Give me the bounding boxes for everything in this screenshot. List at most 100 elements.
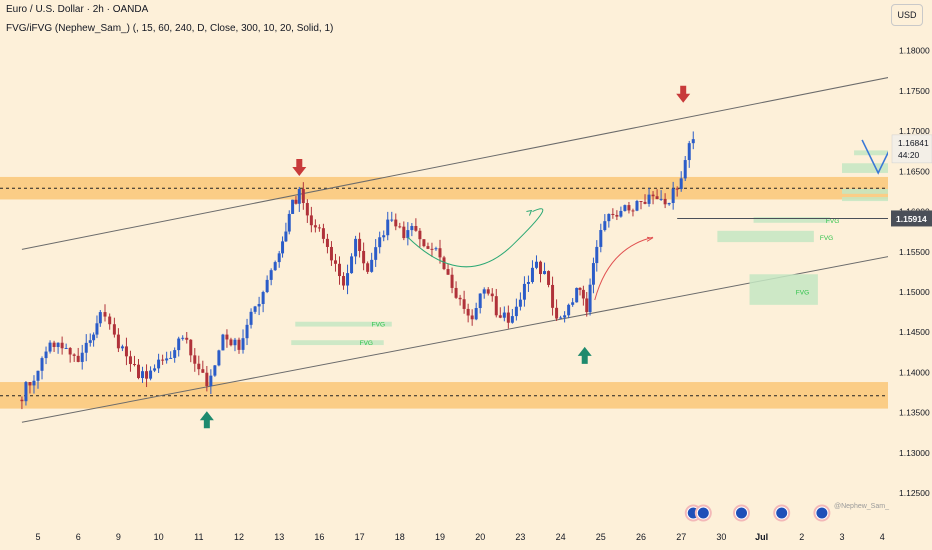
fvg-box	[749, 274, 818, 305]
candle-body	[683, 160, 687, 179]
candle-body	[498, 315, 502, 318]
candle-body	[578, 287, 582, 290]
candle-body	[32, 380, 36, 386]
last-price-badge	[891, 134, 932, 164]
candle-body	[294, 199, 298, 204]
time-tick-label: 27	[676, 532, 686, 542]
candle-body	[422, 239, 426, 247]
event-flag-icon-inner	[815, 506, 829, 520]
candle-body	[410, 226, 414, 231]
candle-body	[68, 347, 72, 355]
candle-body	[157, 359, 161, 369]
candle-body	[305, 203, 309, 216]
time-tick-label: 18	[395, 532, 405, 542]
time-tick-label: 30	[716, 532, 726, 542]
candle-body	[48, 342, 52, 352]
candle-body	[261, 292, 265, 304]
time-tick-label: 6	[76, 532, 81, 542]
candle-body	[84, 342, 88, 353]
candle-body	[287, 213, 291, 232]
candle-body	[539, 261, 542, 275]
projection-curve-red	[594, 236, 654, 301]
candle-body	[92, 334, 96, 341]
candle-body	[663, 198, 667, 205]
price-tick-label: 1.12500	[899, 488, 930, 498]
hline-price-badge	[891, 210, 932, 227]
countdown-timer: 44:20	[898, 150, 920, 160]
fvg-label: FVG	[360, 340, 373, 347]
candle-body	[655, 196, 659, 200]
candle-body	[209, 375, 213, 387]
candle-body	[358, 238, 362, 251]
candle-body	[402, 226, 406, 239]
candle-body	[647, 194, 651, 204]
up-arrow-icon	[199, 411, 214, 429]
candle-body	[551, 284, 555, 308]
time-axis[interactable]: 5 6 9 10 11 12 13 16 17 18 19 20 23 24 25 26 27 30 Jul 2 3 4	[0, 522, 932, 550]
candle-body	[132, 364, 136, 366]
candle-body	[679, 178, 683, 190]
candle-body	[571, 302, 575, 305]
price-tick-label: 1.17500	[899, 86, 930, 96]
candle-body	[124, 346, 128, 357]
fvg-box	[753, 217, 830, 223]
price-tick-label: 1.13000	[899, 448, 930, 458]
candle-body	[321, 228, 325, 239]
candle-body	[671, 188, 675, 203]
candle-body	[374, 247, 378, 260]
candle-body	[241, 338, 245, 350]
candle-body	[430, 248, 434, 250]
fvg-box	[842, 189, 911, 194]
time-tick-label: 11	[194, 532, 203, 542]
candle-body	[313, 225, 317, 228]
candle-body	[108, 316, 112, 325]
candle-body	[161, 359, 165, 361]
candle-body	[588, 284, 592, 313]
candle-body	[72, 354, 76, 356]
candle-body	[245, 324, 249, 339]
candle-body	[418, 230, 422, 240]
candle-body	[370, 259, 374, 272]
candle-body	[237, 339, 241, 350]
candle-body	[599, 230, 603, 247]
time-tick-label: 9	[116, 532, 121, 542]
time-tick-label: 19	[435, 532, 445, 542]
candle-body	[253, 306, 257, 312]
down-arrow-icon	[292, 158, 307, 176]
candle-body	[490, 293, 494, 297]
candle-body	[177, 338, 181, 351]
candle-body	[595, 246, 599, 264]
candle-body	[563, 315, 567, 318]
curve-arrowhead-green	[526, 209, 533, 216]
candle-body	[153, 368, 157, 371]
indicator-legend[interactable]: FVG/iFVG (Nephew_Sam_) (, 15, 60, 240, D…	[6, 23, 334, 34]
candle-body	[635, 200, 639, 211]
candle-body	[193, 355, 197, 364]
candle-body	[80, 352, 84, 362]
time-tick-label: Jul	[755, 532, 768, 542]
candle-body	[555, 307, 559, 319]
candle-body	[591, 263, 595, 285]
candle-body	[607, 213, 611, 222]
fvg-label: FVG	[826, 218, 839, 225]
curve-arrowhead-red	[646, 236, 654, 242]
candle-body	[149, 370, 153, 379]
candle-body	[518, 299, 522, 307]
time-tick-label: 25	[596, 532, 606, 542]
candle-body	[225, 334, 229, 340]
candlesticks	[20, 131, 695, 410]
candle-body	[64, 347, 68, 349]
time-tick-label: 17	[355, 532, 365, 542]
candle-body	[611, 213, 615, 215]
candle-body	[342, 276, 346, 286]
price-axis[interactable]: 1.12500 1.13000 1.13500 1.14000 1.14500 1.150…	[888, 0, 932, 550]
candle-body	[366, 263, 370, 272]
down-arrow-icon	[676, 85, 691, 103]
candle-body	[382, 235, 386, 238]
candle-body	[217, 350, 221, 366]
time-axis-panel	[0, 522, 932, 550]
candle-body	[462, 299, 466, 309]
currency-button[interactable]: USD	[891, 4, 923, 26]
price-tick-label: 1.14500	[899, 327, 930, 337]
